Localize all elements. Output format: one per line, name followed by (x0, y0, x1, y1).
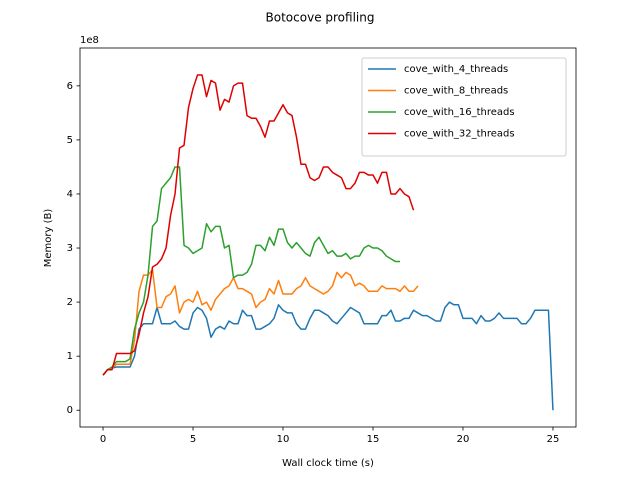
x-tick-label: 15 (367, 434, 380, 445)
legend-label: cove_with_16_threads (404, 107, 515, 118)
y-tick-label: 3 (67, 243, 73, 254)
y-tick-label: 5 (67, 135, 73, 146)
legend-label: cove_with_4_threads (404, 64, 508, 75)
series-line (102, 166, 400, 376)
y-offset-label: 1e8 (80, 35, 99, 46)
plot-frame (79, 47, 577, 428)
x-tick-label: 5 (190, 434, 196, 445)
y-tick-label: 0 (67, 405, 73, 416)
series-line (102, 301, 554, 411)
series-line (102, 268, 419, 376)
x-tick-label: 0 (100, 434, 106, 445)
y-tick-label: 6 (67, 81, 73, 92)
x-tick-label: 10 (277, 434, 290, 445)
x-tick-label: 20 (457, 434, 470, 445)
chart-title: Botocove profiling (266, 11, 375, 25)
y-tick-label: 4 (67, 189, 73, 200)
x-axis-label: Wall clock time (s) (282, 458, 374, 469)
y-tick-label: 2 (67, 297, 73, 308)
legend-label: cove_with_8_threads (404, 86, 508, 97)
y-axis-label: Memory (B) (43, 209, 54, 268)
legend-label: cove_with_32_threads (404, 129, 515, 140)
legend-box (361, 57, 567, 157)
y-tick-label: 1 (67, 351, 73, 362)
x-tick-label: 25 (547, 434, 560, 445)
series-line (102, 74, 415, 376)
